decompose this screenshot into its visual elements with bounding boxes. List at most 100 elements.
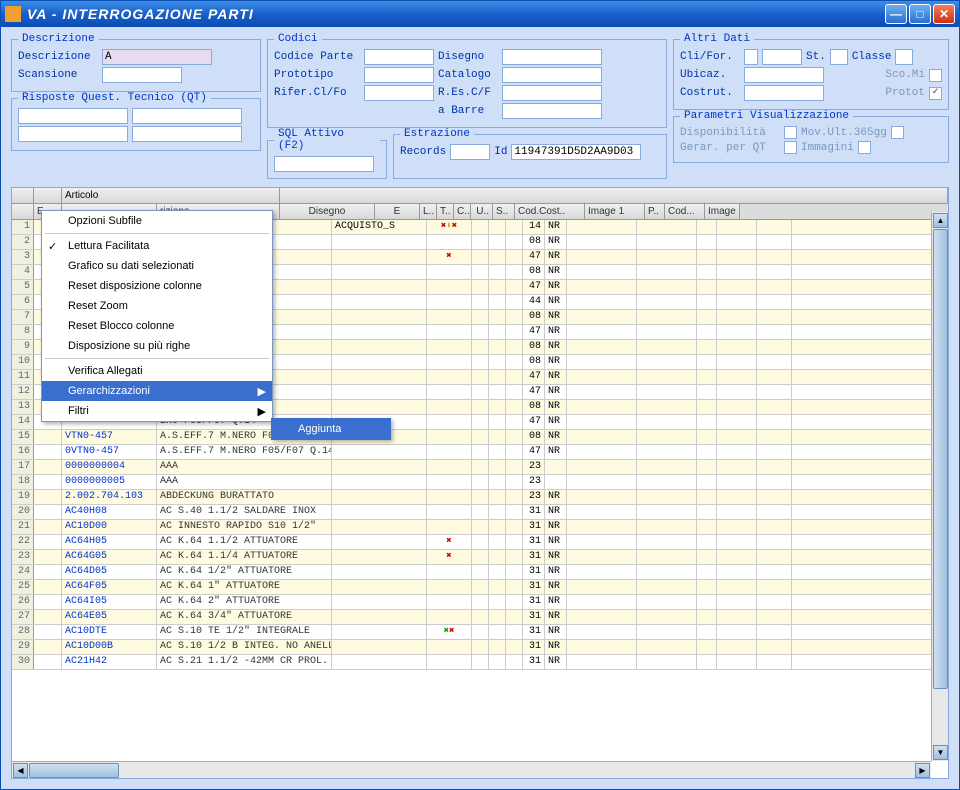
- sel-cell[interactable]: [34, 490, 62, 504]
- scomi-checkbox[interactable]: [929, 69, 942, 82]
- submenu-item[interactable]: Aggiunta: [272, 419, 390, 439]
- col-l[interactable]: L..: [420, 204, 437, 219]
- col-cu[interactable]: U..: [471, 204, 493, 219]
- barre-input[interactable]: [502, 103, 602, 119]
- sql-input[interactable]: [274, 156, 374, 172]
- sel-cell[interactable]: [34, 550, 62, 564]
- risposte-input-2[interactable]: [132, 108, 242, 124]
- menu-item[interactable]: Verifica Allegati: [42, 361, 272, 381]
- col-image1[interactable]: Image 1: [585, 204, 645, 219]
- catalogo-input[interactable]: [502, 67, 602, 83]
- table-row[interactable]: 28AC10DTEAC S.10 TE 1/2" INTEGRALE✖✖31NR: [12, 625, 948, 640]
- col-disegno[interactable]: Disegno: [280, 204, 375, 219]
- sel-cell[interactable]: [34, 625, 62, 639]
- risposte-input-3[interactable]: [18, 126, 128, 142]
- risposte-input-1[interactable]: [18, 108, 128, 124]
- scroll-right-button[interactable]: ▶: [915, 763, 930, 778]
- col-s[interactable]: S..: [493, 204, 515, 219]
- scroll-v-thumb[interactable]: [933, 229, 948, 689]
- menu-item[interactable]: Filtri▶: [42, 401, 272, 421]
- table-row[interactable]: 160VTN0-457A.S.EFF.7 M.NERO F05/F07 Q.14…: [12, 445, 948, 460]
- disegno-input[interactable]: [502, 49, 602, 65]
- disp-checkbox[interactable]: [784, 126, 797, 139]
- table-row[interactable]: 170000000004AAA23: [12, 460, 948, 475]
- col-cod2[interactable]: Cod...: [665, 204, 705, 219]
- table-row[interactable]: 23AC64G05AC K.64 1.1/4 ATTUATORE✖31NR: [12, 550, 948, 565]
- scan-input[interactable]: [102, 67, 182, 83]
- table-row[interactable]: 192.002.704.103ABDECKUNG BURATTATO23NR: [12, 490, 948, 505]
- menu-item[interactable]: Opzioni Subfile: [42, 211, 272, 231]
- close-button[interactable]: ✕: [933, 4, 955, 24]
- col-e[interactable]: E: [375, 204, 420, 219]
- table-row[interactable]: 22AC64H05AC K.64 1.1/2 ATTUATORE✖31NR: [12, 535, 948, 550]
- sel-cell[interactable]: [34, 655, 62, 669]
- ubicaz-input[interactable]: [744, 67, 824, 83]
- scroll-up-button[interactable]: ▲: [933, 213, 948, 228]
- table-row[interactable]: 30AC21H42AC S.21 1.1/2 -42MM CR PROL.31N…: [12, 655, 948, 670]
- sel-cell[interactable]: [34, 595, 62, 609]
- sel-cell[interactable]: [34, 565, 62, 579]
- clifor-input-2[interactable]: [762, 49, 802, 65]
- costrut-input[interactable]: [744, 85, 824, 101]
- menu-item[interactable]: Disposizione su più righe: [42, 336, 272, 356]
- codice-parte-input[interactable]: [364, 49, 434, 65]
- protot-checkbox[interactable]: [929, 87, 942, 100]
- menu-item[interactable]: Reset Zoom: [42, 296, 272, 316]
- menu-item[interactable]: Grafico su dati selezionati: [42, 256, 272, 276]
- col-p[interactable]: P..: [645, 204, 665, 219]
- classe-input[interactable]: [895, 49, 913, 65]
- sel-cell[interactable]: [34, 580, 62, 594]
- submenu[interactable]: Aggiunta: [271, 418, 391, 440]
- prototipo-input[interactable]: [364, 67, 434, 83]
- table-row[interactable]: 15VTN0-457A.S.EFF.7 M.NERO F05/F07 Q.140…: [12, 430, 948, 445]
- scrollbar-vertical[interactable]: ▲ ▼: [931, 212, 948, 761]
- menu-item[interactable]: Gerarchizzazioni▶: [42, 381, 272, 401]
- cu-cell: 47: [523, 445, 545, 459]
- scroll-left-button[interactable]: ◀: [13, 763, 28, 778]
- scroll-h-thumb[interactable]: [29, 763, 119, 778]
- table-row[interactable]: 25AC64F05AC K.64 1" ATTUATORE31NR: [12, 580, 948, 595]
- desc-input[interactable]: [102, 49, 212, 65]
- table-row[interactable]: 29AC10D00BAC S.10 1/2 B INTEG. NO ANELLO…: [12, 640, 948, 655]
- gerar-checkbox[interactable]: [784, 141, 797, 154]
- menu-item[interactable]: Reset disposizione colonne: [42, 276, 272, 296]
- e-cell: [427, 310, 472, 324]
- maximize-button[interactable]: □: [909, 4, 931, 24]
- context-menu[interactable]: Opzioni Subfile ✓Lettura FacilitataGrafic…: [41, 210, 273, 422]
- records-input[interactable]: [450, 144, 490, 160]
- col-c[interactable]: C..: [454, 204, 471, 219]
- table-row[interactable]: 26AC64I05AC K.64 2" ATTUATORE31NR: [12, 595, 948, 610]
- scrollbar-horizontal[interactable]: ◀ ▶: [12, 761, 931, 778]
- sel-cell[interactable]: [34, 535, 62, 549]
- clifor-input-1[interactable]: [744, 49, 758, 65]
- sel-cell[interactable]: [34, 520, 62, 534]
- menu-item[interactable]: ✓Lettura Facilitata: [42, 236, 272, 256]
- table-row[interactable]: 21AC10D00AC INNESTO RAPIDO S10 1/2"31NR: [12, 520, 948, 535]
- sel-cell[interactable]: [34, 610, 62, 624]
- sel-cell[interactable]: [34, 460, 62, 474]
- col-cod[interactable]: Cod.Cost..: [515, 204, 585, 219]
- table-row[interactable]: 24AC64D05AC K.64 1/2" ATTUATORE31NR: [12, 565, 948, 580]
- sel-cell[interactable]: [34, 505, 62, 519]
- col-image2[interactable]: Image: [705, 204, 740, 219]
- sel-cell[interactable]: [34, 640, 62, 654]
- res-input[interactable]: [502, 85, 602, 101]
- sel-cell[interactable]: [34, 475, 62, 489]
- col-t[interactable]: T..: [437, 204, 454, 219]
- minimize-button[interactable]: —: [885, 4, 907, 24]
- menu-item[interactable]: Reset Blocco colonne: [42, 316, 272, 336]
- rifer-input[interactable]: [364, 85, 434, 101]
- table-row[interactable]: 20AC40H08AC S.40 1.1/2 SALDARE INOX31NR: [12, 505, 948, 520]
- table-row[interactable]: 27AC64E05AC K.64 3/4" ATTUATORE31NR: [12, 610, 948, 625]
- u-cell: NR: [545, 580, 567, 594]
- imm-checkbox[interactable]: [858, 141, 871, 154]
- risposte-input-4[interactable]: [132, 126, 242, 142]
- table-row[interactable]: 180000000005AAA23: [12, 475, 948, 490]
- id-label: Id: [494, 146, 507, 158]
- id-input[interactable]: [511, 144, 641, 160]
- st-input[interactable]: [830, 49, 848, 65]
- sel-cell[interactable]: [34, 430, 62, 444]
- sel-cell[interactable]: [34, 445, 62, 459]
- scroll-down-button[interactable]: ▼: [933, 745, 948, 760]
- mov-checkbox[interactable]: [891, 126, 904, 139]
